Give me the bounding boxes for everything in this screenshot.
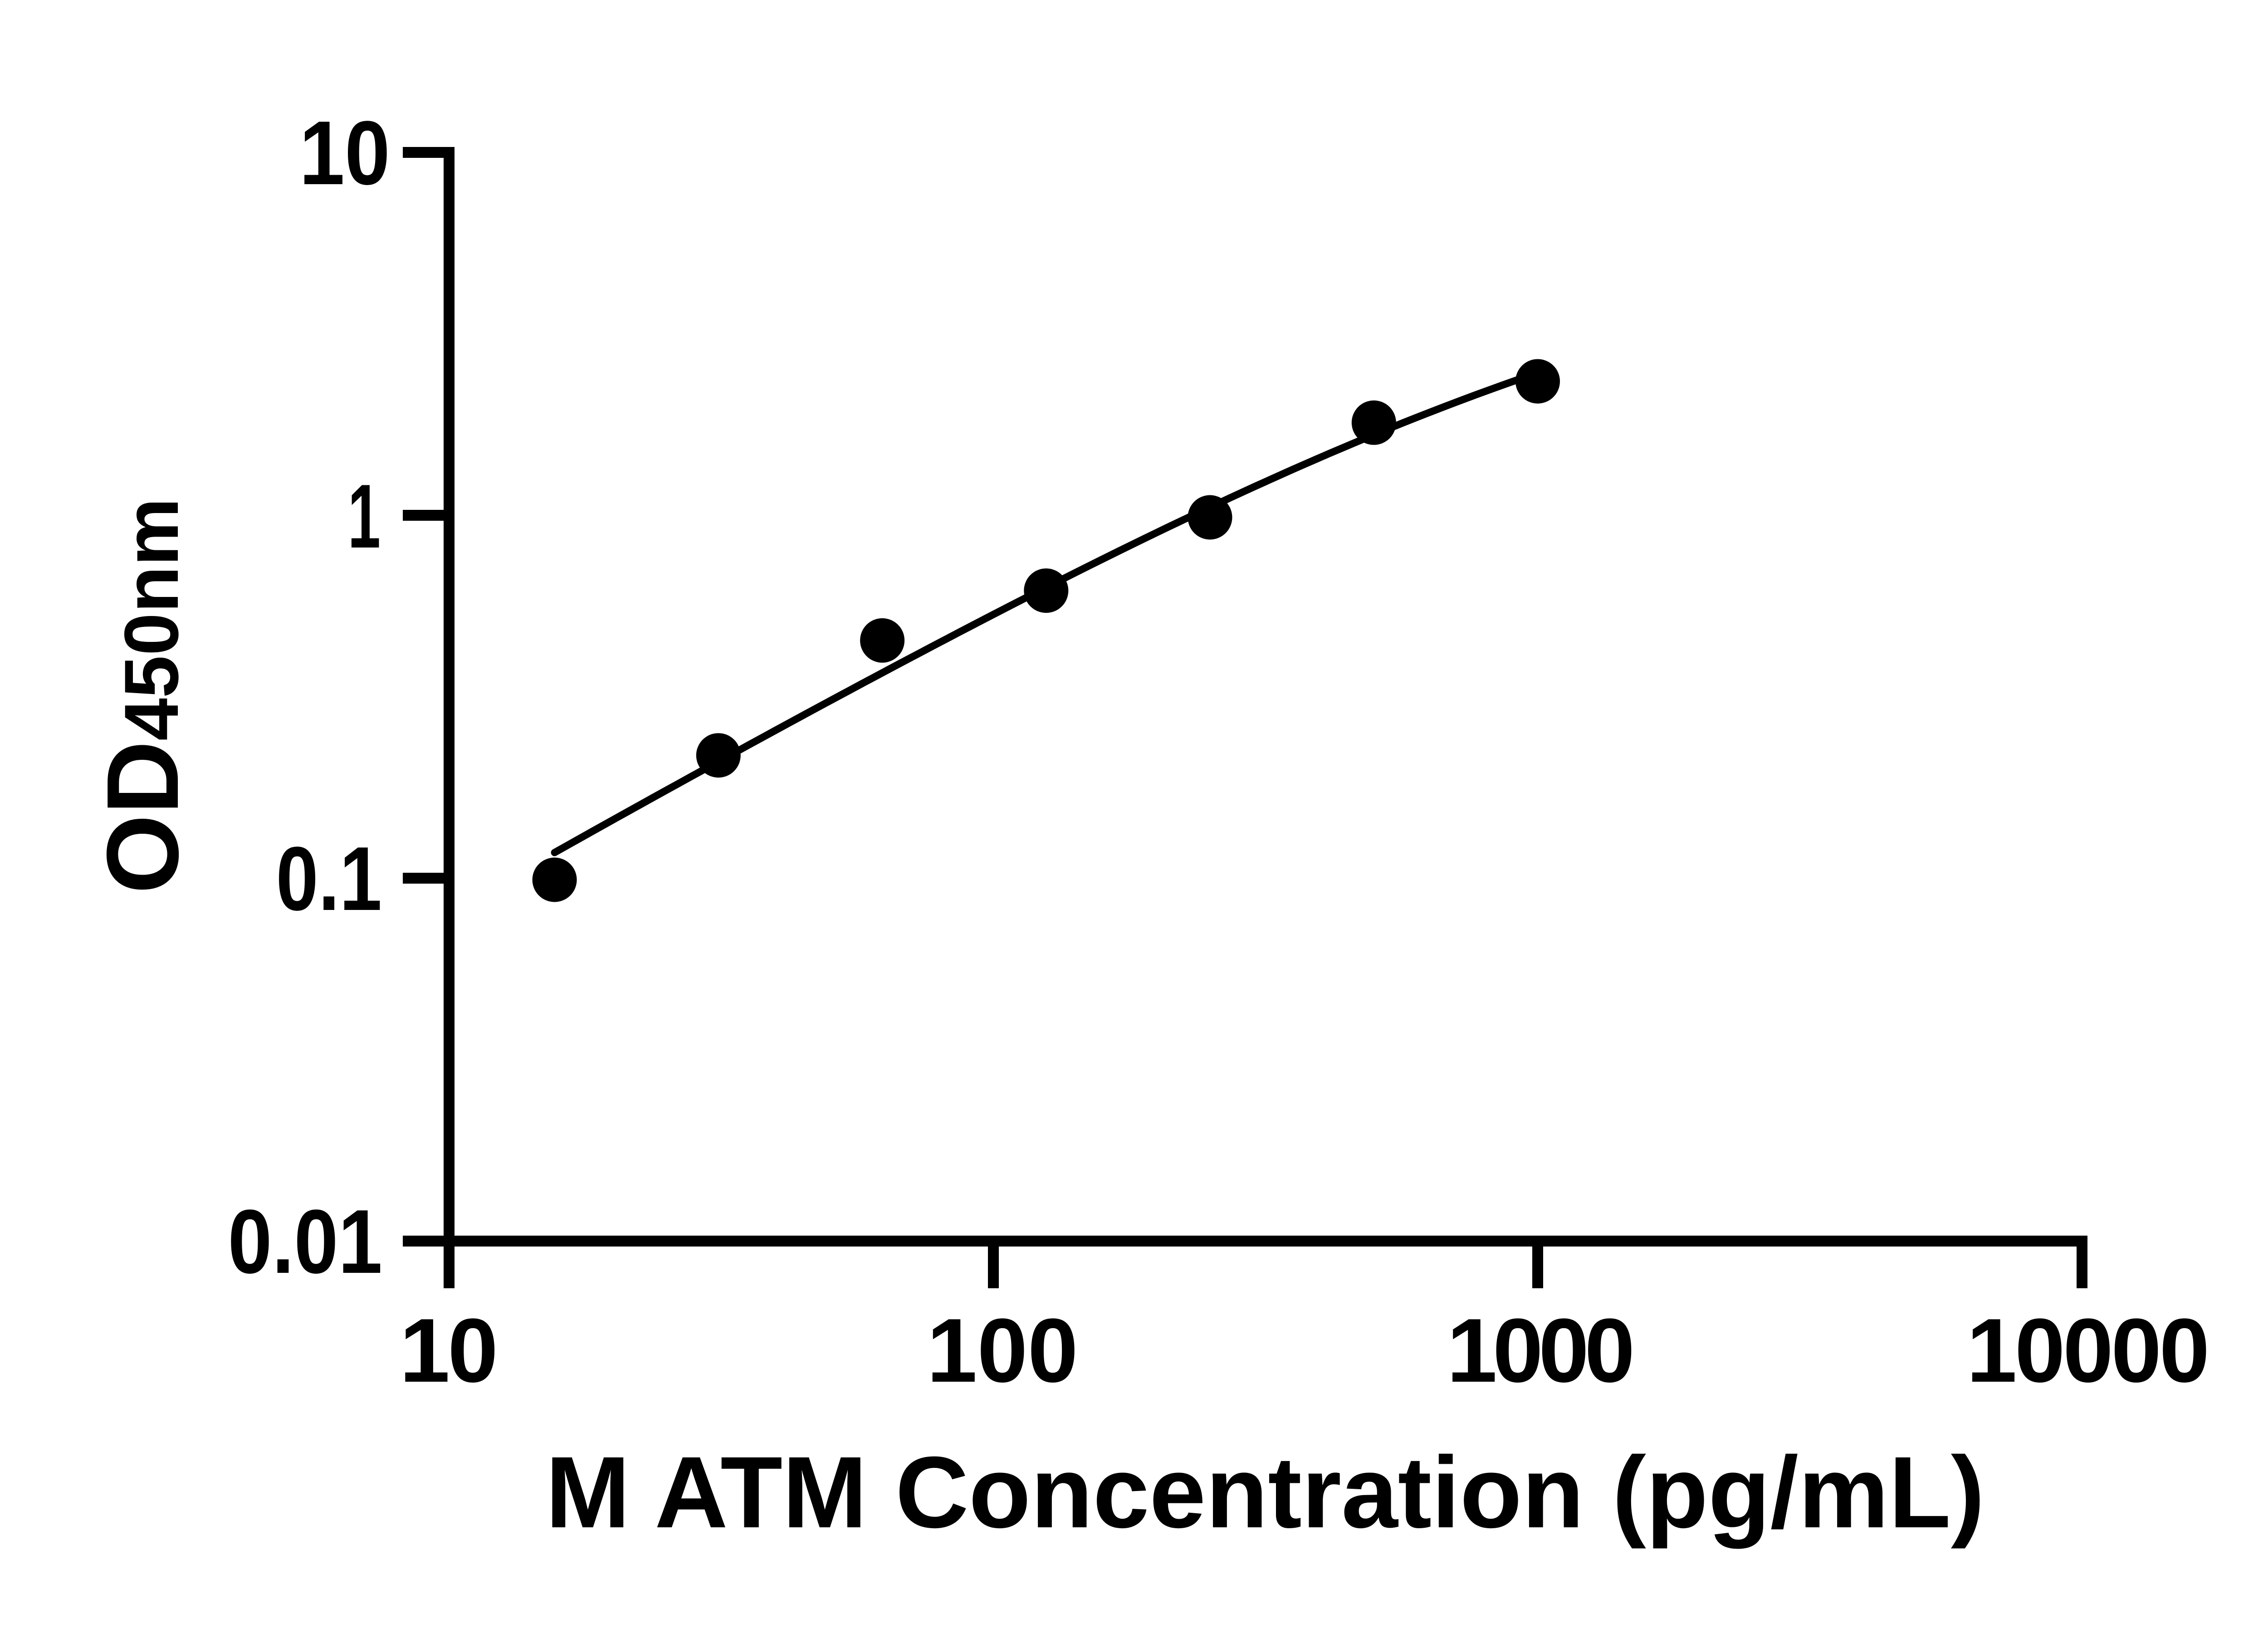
svg-text:100: 100	[927, 1300, 1078, 1401]
svg-text:1: 1	[348, 465, 381, 567]
svg-text:1000: 1000	[1447, 1300, 1632, 1401]
svg-text:M ATM Concentration (pg/mL): M ATM Concentration (pg/mL)	[546, 1436, 1985, 1549]
svg-text:10: 10	[400, 1300, 496, 1401]
svg-text:OD450nm: OD450nm	[85, 498, 200, 894]
svg-text:0.01: 0.01	[228, 1191, 382, 1292]
svg-text:10000: 10000	[1966, 1300, 2207, 1401]
svg-text:10: 10	[299, 103, 390, 204]
svg-text:0.1: 0.1	[276, 828, 382, 929]
